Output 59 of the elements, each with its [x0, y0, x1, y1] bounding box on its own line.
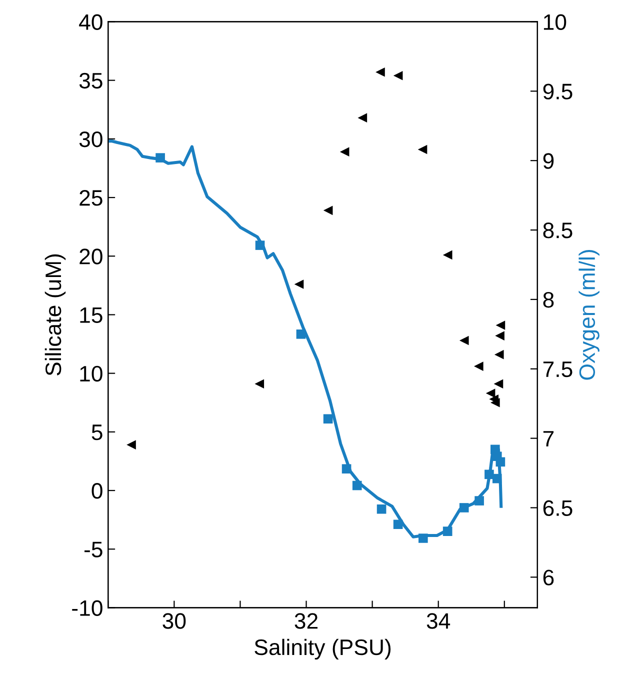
x-tick-label: 30 — [162, 613, 186, 629]
point — [393, 70, 403, 80]
y2-tick-label: 7.5 — [543, 362, 572, 378]
point — [393, 520, 403, 530]
y-tick-label: 30 — [79, 131, 102, 148]
point — [358, 113, 368, 122]
point — [156, 153, 165, 162]
y-tick-label: 35 — [79, 72, 102, 89]
point — [494, 350, 504, 360]
y-axis-title: Silicate (uM) — [44, 254, 66, 376]
point — [296, 330, 306, 339]
point — [494, 379, 504, 389]
point — [496, 457, 506, 467]
y2-tick-label: 9.5 — [543, 84, 572, 100]
y2-tick-label: 6 — [543, 570, 554, 586]
y2-tick-label: 7 — [543, 431, 554, 446]
x-axis-title: Salinity (PSU) — [254, 638, 391, 660]
point — [495, 331, 504, 340]
point — [492, 474, 502, 484]
point — [418, 144, 428, 154]
point — [255, 240, 265, 250]
x-tick-label: 34 — [426, 613, 450, 629]
point — [418, 534, 428, 543]
y-tick-label: -10 — [72, 600, 102, 616]
y2-tick-label: 6.5 — [543, 500, 572, 516]
point — [323, 206, 333, 216]
point — [376, 504, 386, 514]
point — [459, 503, 469, 512]
point — [442, 526, 452, 536]
point — [352, 480, 362, 490]
y-tick-label: 40 — [79, 14, 102, 30]
point — [254, 379, 264, 389]
y2-tick-label: 9 — [543, 153, 554, 169]
y-tick-label: -5 — [84, 542, 102, 558]
point — [490, 398, 500, 408]
y2-axis-title: Oxygen (ml/l) — [578, 250, 600, 380]
point — [459, 336, 469, 346]
point — [496, 320, 506, 330]
y2-tick-label: 8.5 — [543, 222, 572, 238]
point — [342, 464, 352, 474]
x-tick-label: 32 — [294, 613, 318, 629]
point — [323, 414, 333, 424]
point — [474, 362, 484, 371]
y2-tick-label: 8 — [543, 292, 554, 308]
y-tick-label: 20 — [80, 248, 102, 264]
y-tick-label: 0 — [92, 483, 102, 499]
y-tick-label: 15 — [80, 307, 102, 323]
point — [442, 250, 452, 260]
y-tick-label: 5 — [92, 424, 102, 440]
y-tick-label: 10 — [80, 366, 102, 382]
point — [376, 67, 385, 77]
point — [126, 440, 136, 450]
point — [486, 388, 496, 398]
point — [340, 147, 350, 156]
point — [474, 496, 484, 506]
point — [484, 470, 494, 480]
y2-tick-label: 10 — [544, 14, 566, 30]
y-tick-label: 25 — [80, 190, 102, 206]
point — [294, 280, 304, 289]
